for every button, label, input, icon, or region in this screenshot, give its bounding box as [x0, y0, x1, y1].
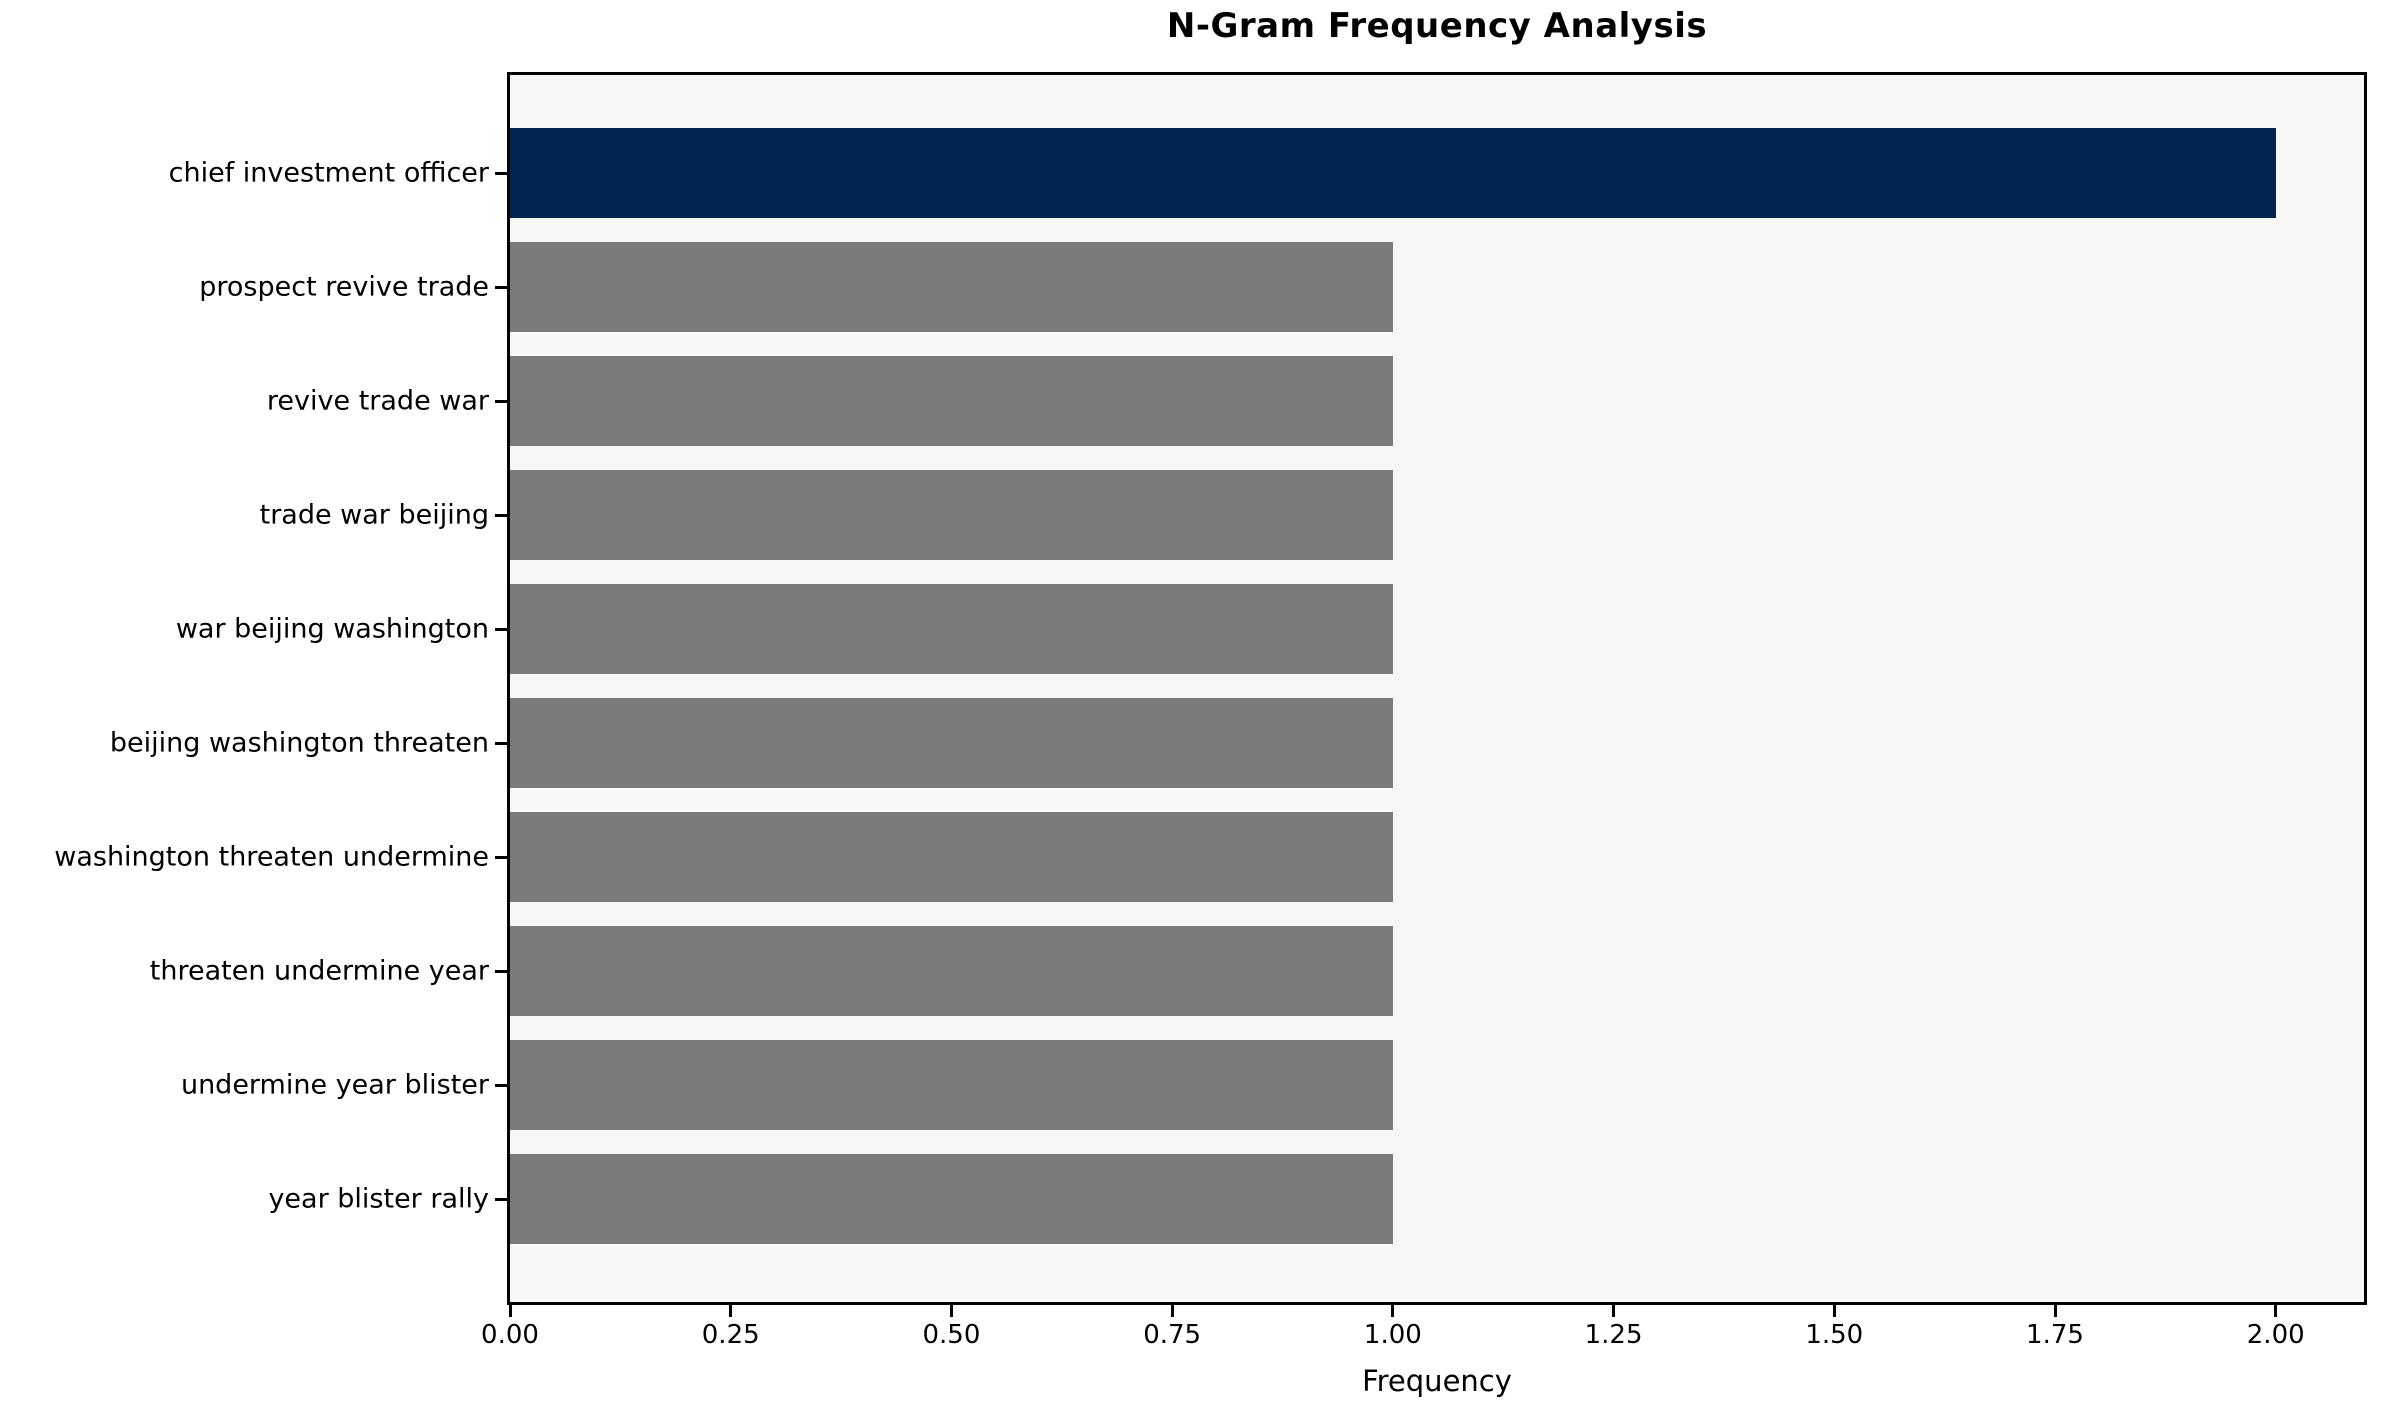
y-tick-mark — [495, 1083, 507, 1087]
y-axis-label: beijing washington threaten — [109, 727, 489, 759]
bar — [510, 356, 1393, 446]
x-tick-mark — [1612, 1305, 1616, 1317]
y-tick-mark — [495, 969, 507, 973]
x-tick-label: 1.25 — [1584, 1320, 1643, 1350]
y-tick-mark — [495, 513, 507, 517]
x-tick-label: 1.75 — [2026, 1320, 2084, 1350]
y-axis-label: war beijing washington — [175, 613, 489, 645]
x-tick-label: 2.00 — [2246, 1320, 2305, 1350]
x-axis-title: Frequency — [1362, 1364, 1512, 1398]
y-axis-label: washington threaten undermine — [54, 841, 489, 873]
y-axis-label: threaten undermine year — [149, 955, 489, 987]
bar — [510, 698, 1393, 788]
x-tick-label: 1.50 — [1805, 1320, 1864, 1350]
y-axis-label: year blister rally — [268, 1183, 489, 1215]
bar — [510, 812, 1393, 902]
plot-area — [507, 72, 2367, 1305]
y-tick-mark — [495, 627, 507, 631]
y-tick-mark — [495, 855, 507, 859]
y-tick-mark — [495, 285, 507, 289]
x-tick-label: 0.75 — [1143, 1320, 1202, 1350]
y-tick-mark — [495, 741, 507, 745]
bar — [510, 926, 1393, 1016]
x-tick-mark — [1391, 1305, 1395, 1317]
x-tick-mark — [729, 1305, 733, 1317]
x-tick-mark — [949, 1305, 953, 1317]
x-tick-mark — [1170, 1305, 1174, 1317]
x-tick-label: 0.50 — [922, 1320, 981, 1350]
bar — [510, 128, 2276, 218]
y-tick-mark — [495, 1197, 507, 1201]
x-tick-label: 1.00 — [1363, 1320, 1422, 1350]
y-axis-label: chief investment officer — [168, 157, 489, 189]
x-tick-label: 0.00 — [481, 1320, 539, 1350]
x-tick-mark — [508, 1305, 512, 1317]
y-tick-mark — [495, 171, 507, 175]
x-tick-mark — [2274, 1305, 2278, 1317]
y-axis-label: trade war beijing — [259, 499, 489, 531]
chart-title: N-Gram Frequency Analysis — [1166, 6, 1708, 46]
y-axis-label: prospect revive trade — [199, 271, 489, 303]
bar — [510, 242, 1393, 332]
bar — [510, 584, 1393, 674]
y-axis-label: undermine year blister — [180, 1069, 489, 1101]
x-tick-mark — [1832, 1305, 1836, 1317]
y-tick-mark — [495, 399, 507, 403]
y-axis-label: revive trade war — [266, 385, 489, 417]
x-tick-label: 0.25 — [701, 1320, 760, 1350]
bar — [510, 1040, 1393, 1130]
x-tick-mark — [2053, 1305, 2057, 1317]
bar — [510, 1154, 1393, 1244]
bar — [510, 470, 1393, 560]
